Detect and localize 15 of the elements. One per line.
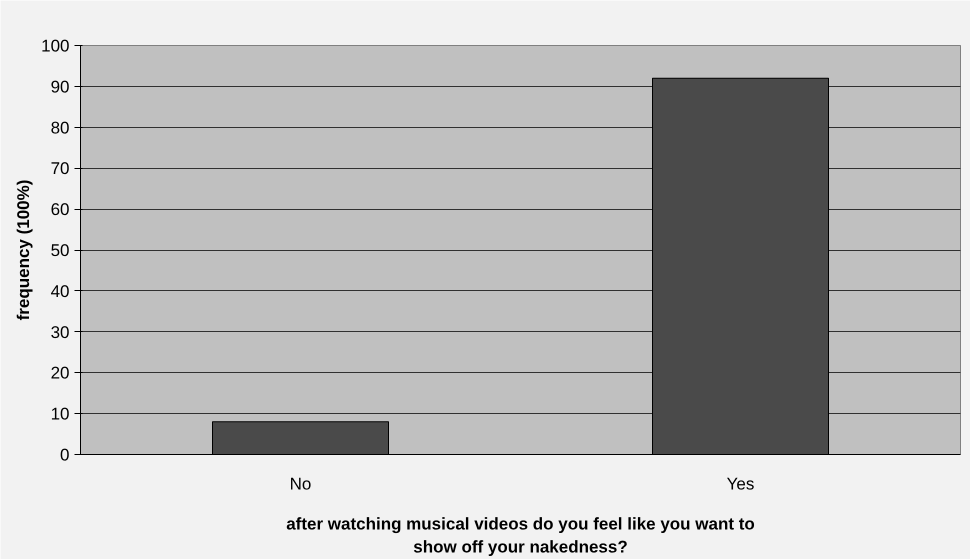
y-tick-label: 40 xyxy=(50,282,70,301)
y-tick-label: 10 xyxy=(50,404,70,424)
y-tick-label: 60 xyxy=(50,200,70,220)
y-tick-label: 90 xyxy=(50,77,70,96)
y-tick-label: 30 xyxy=(50,322,70,342)
y-tick-label: 70 xyxy=(50,159,70,178)
y-tick-label: 20 xyxy=(50,364,70,383)
y-tick-label: 50 xyxy=(50,241,70,260)
y-tick-label: 80 xyxy=(50,118,70,138)
x-tick-label: No xyxy=(290,474,312,494)
y-axis-title: frequency (100%) xyxy=(14,180,34,320)
y-tick-label: 100 xyxy=(41,36,70,56)
x-tick-label: Yes xyxy=(726,474,754,494)
y-tick-label: 0 xyxy=(60,446,70,464)
x-axis-title: after watching musical videos do you feel like you want to show off your nakedness? xyxy=(286,514,755,556)
